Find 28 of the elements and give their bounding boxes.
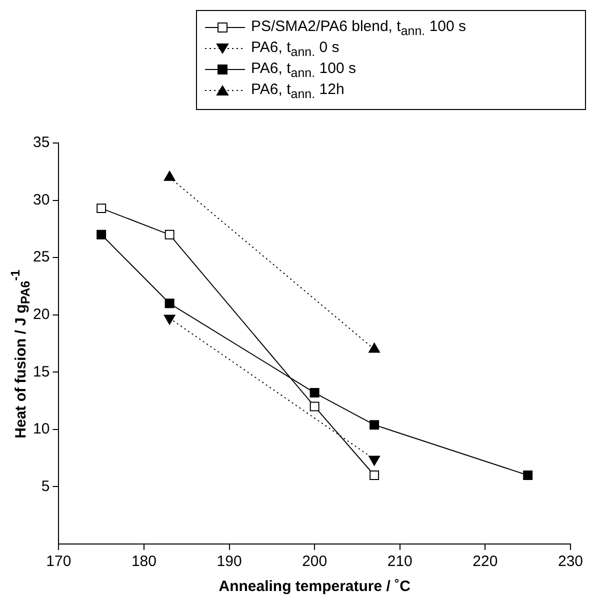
- x-tick-label: 190: [216, 553, 242, 570]
- y-tick-label: 10: [32, 420, 50, 438]
- legend-label: PS/SMA2/PA6 blend, t$_{ann.}$ 100 s: [251, 18, 466, 38]
- x-tick-label: 200: [302, 553, 328, 570]
- x-tick-label: 170: [46, 553, 72, 570]
- legend-label: PA6, t$_{ann.}$ 100 s: [251, 60, 356, 80]
- point: [523, 470, 533, 480]
- y-tick-label: 5: [41, 478, 50, 495]
- x-tick-label: 220: [472, 553, 498, 570]
- x-tick-label: 180: [131, 553, 156, 570]
- point: [370, 470, 380, 480]
- point: [310, 388, 320, 398]
- x-tick-label: 230: [558, 553, 583, 570]
- x-tick-label: 210: [387, 553, 412, 570]
- point: [96, 204, 106, 214]
- y-tick-label: 35: [32, 134, 50, 152]
- point: [164, 230, 174, 240]
- y-tick-label: 30: [32, 191, 50, 208]
- point: [164, 298, 174, 308]
- point: [96, 230, 106, 240]
- legend-label: PA6, t$_{ann.}$ 0 s: [251, 38, 340, 58]
- point: [370, 420, 380, 430]
- y-tick-label: 25: [32, 248, 50, 266]
- x-axis-title: Annealing temperature / ˚C: [218, 578, 411, 596]
- point: [310, 402, 320, 412]
- y-tick-label: 15: [32, 363, 50, 380]
- y-tick-label: 20: [32, 306, 50, 323]
- legend-label: PA6, t$_{ann.}$ 12h: [251, 80, 344, 100]
